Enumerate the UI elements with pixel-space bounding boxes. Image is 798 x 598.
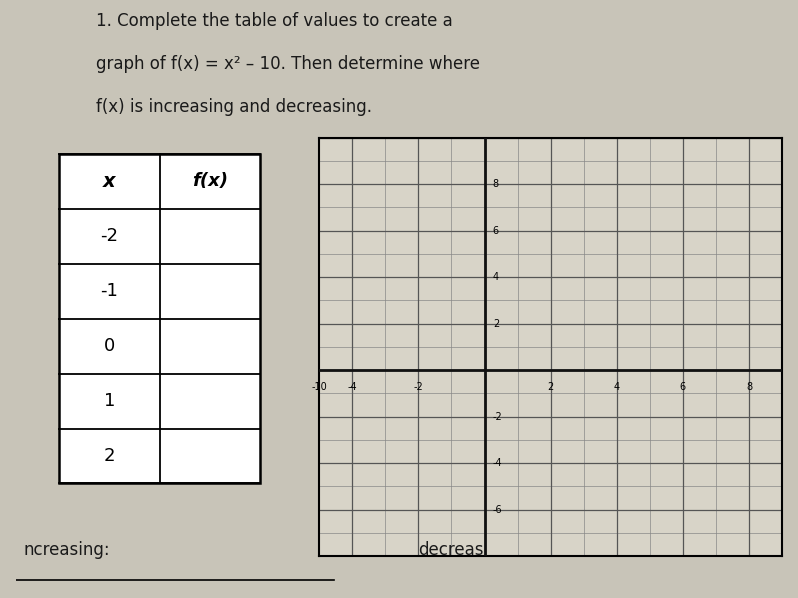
Text: 4: 4 — [492, 272, 499, 282]
Text: 2: 2 — [492, 319, 499, 328]
Text: -1: -1 — [101, 282, 118, 300]
Text: -10: -10 — [311, 382, 327, 392]
Text: f(x): f(x) — [192, 172, 228, 190]
Text: 2: 2 — [547, 382, 554, 392]
Text: -2: -2 — [413, 382, 423, 392]
Text: -2: -2 — [101, 227, 118, 245]
Bar — [59, 154, 260, 483]
Text: ncreasing:: ncreasing: — [24, 541, 110, 559]
Text: 0: 0 — [104, 337, 115, 355]
Text: 8: 8 — [492, 179, 499, 189]
Text: 8: 8 — [746, 382, 752, 392]
Text: f(x) is increasing and decreasing.: f(x) is increasing and decreasing. — [96, 98, 372, 116]
Text: 6: 6 — [680, 382, 686, 392]
Text: decreas: decreas — [417, 541, 484, 559]
Text: x: x — [103, 172, 116, 191]
Text: 6: 6 — [492, 225, 499, 236]
Text: 1: 1 — [104, 392, 115, 410]
Text: -6: -6 — [492, 505, 503, 515]
Text: -4: -4 — [347, 382, 357, 392]
Text: 4: 4 — [614, 382, 620, 392]
Text: -2: -2 — [492, 411, 503, 422]
Text: 2: 2 — [104, 447, 115, 465]
Text: 1. Complete the table of values to create a: 1. Complete the table of values to creat… — [96, 12, 452, 30]
Text: -4: -4 — [492, 458, 503, 468]
Text: graph of f(x) = x² – 10. Then determine where: graph of f(x) = x² – 10. Then determine … — [96, 55, 480, 73]
